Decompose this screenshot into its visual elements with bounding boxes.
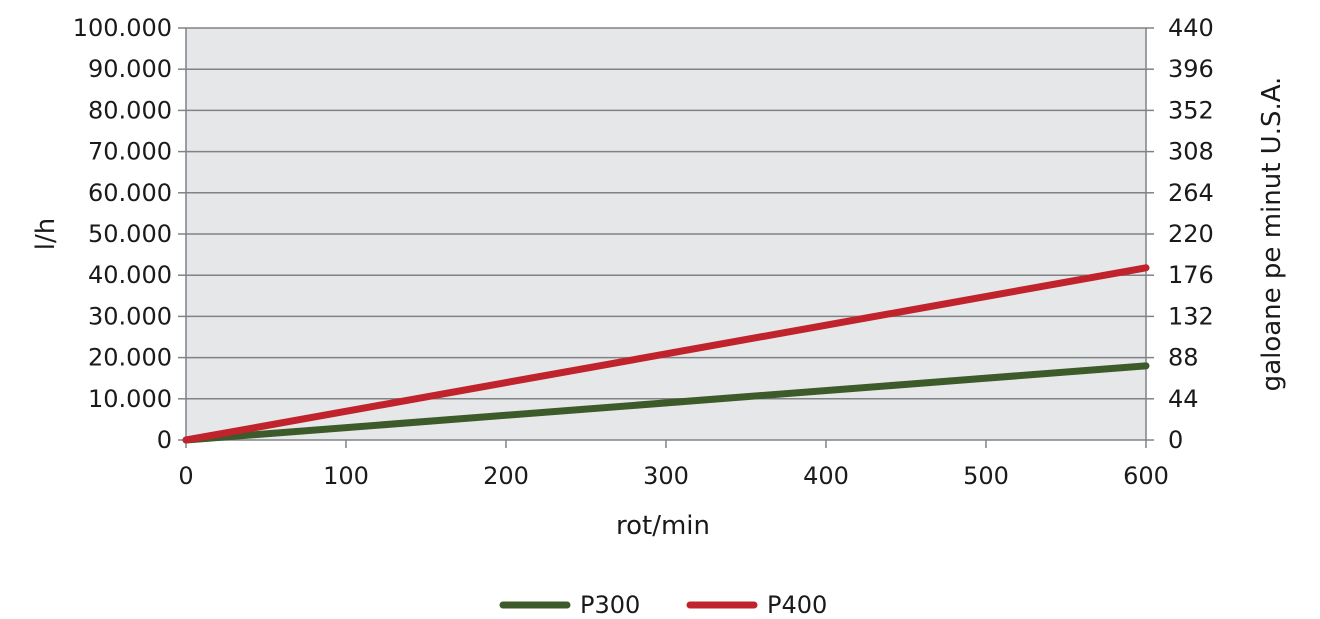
- legend-label-p300: P300: [580, 591, 640, 619]
- y-tick-label: 70.000: [88, 138, 172, 166]
- gridlines: [186, 68, 1146, 400]
- y2-tick-label: 0: [1168, 426, 1183, 454]
- y2-axis-ticks: 0 44 88 132 176 220 264 308 352 396 440: [1146, 14, 1214, 454]
- y-tick-label: 90.000: [88, 55, 172, 83]
- y2-tick-label: 88: [1168, 344, 1199, 372]
- y-tick-label: 100.000: [73, 14, 172, 42]
- x-tick-label: 0: [178, 462, 193, 490]
- y-tick-label: 40.000: [88, 261, 172, 289]
- y2-tick-label: 176: [1168, 261, 1214, 289]
- y2-tick-label: 264: [1168, 179, 1214, 207]
- y-tick-label: 80.000: [88, 96, 172, 124]
- y-tick-label: 60.000: [88, 179, 172, 207]
- y-axis-ticks: 0 10.000 20.000 30.000 40.000 50.000 60.000 70.…: [73, 14, 186, 454]
- y-axis-title: l/h: [31, 218, 61, 250]
- series-line-p400: [182, 264, 1150, 444]
- x-axis-ticks: 0 100 200 300 400 500 600: [178, 440, 1169, 490]
- x-tick-label: 600: [1123, 462, 1169, 490]
- y2-tick-label: 220: [1168, 220, 1214, 248]
- y2-tick-label: 396: [1168, 55, 1214, 83]
- x-tick-label: 100: [323, 462, 369, 490]
- y-tick-label: 50.000: [88, 220, 172, 248]
- y2-tick-label: 44: [1168, 385, 1199, 413]
- y2-axis-title: galoane pe minut U.S.A.: [1257, 77, 1287, 392]
- legend: P300 P400: [499, 591, 827, 619]
- y-tick-label: 30.000: [88, 302, 172, 330]
- x-tick-label: 300: [643, 462, 689, 490]
- y-tick-label: 10.000: [88, 385, 172, 413]
- y2-tick-label: 132: [1168, 302, 1214, 330]
- x-tick-label: 500: [963, 462, 1009, 490]
- series-lines: [182, 264, 1150, 444]
- x-axis-title: rot/min: [616, 511, 710, 541]
- x-tick-label: 400: [803, 462, 849, 490]
- y-tick-label: 20.000: [88, 344, 172, 372]
- series-line-p300: [182, 362, 1150, 444]
- y2-tick-label: 352: [1168, 96, 1214, 124]
- y2-tick-label: 440: [1168, 14, 1214, 42]
- legend-label-p400: P400: [767, 591, 827, 619]
- y-tick-label: 0: [157, 426, 172, 454]
- x-tick-label: 200: [483, 462, 529, 490]
- y2-tick-label: 308: [1168, 138, 1214, 166]
